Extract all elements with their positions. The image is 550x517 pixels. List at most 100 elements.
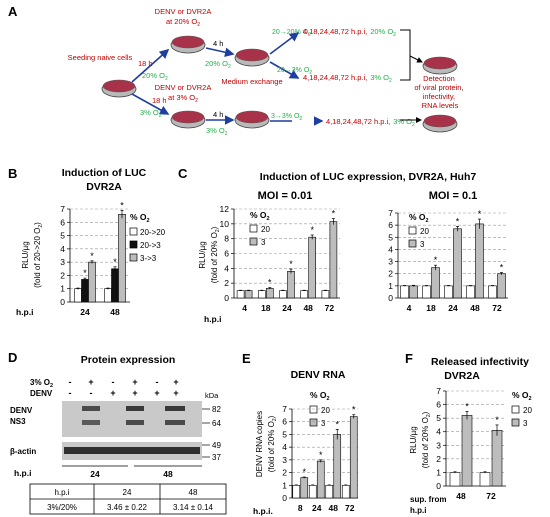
y-tick-label: 1 xyxy=(388,281,393,291)
panel-e-xlabel: h.p.i. xyxy=(253,506,273,516)
bar-3->3-24 xyxy=(88,261,96,303)
bar-20-72 xyxy=(321,290,330,299)
panel-c-letter: C xyxy=(178,166,188,181)
y-tick-label: 5 xyxy=(388,232,393,242)
significance-star: * xyxy=(83,268,87,278)
bar-3-48 xyxy=(333,434,342,499)
y-tick-label: 2 xyxy=(282,468,287,478)
sign-6: + xyxy=(173,388,178,398)
table-header-hpi: h.p.i xyxy=(54,488,69,497)
panel-b-legend-title: % O2 xyxy=(130,212,150,224)
timeline-20-20: 4,18,24,48,72 h.p.i, 20% O2 xyxy=(303,27,396,38)
legend-swatch-c1-20 xyxy=(249,224,258,233)
quant-table: h.p.i 24 48 3%/20% 3.46 ± 0.22 3.14 ± 0.… xyxy=(29,483,227,515)
dish-infect-3 xyxy=(170,110,206,129)
bar-3-48 xyxy=(461,415,473,487)
panel-b-xlabel: h.p.i xyxy=(16,307,33,317)
mw-64: 64 xyxy=(212,419,221,428)
bar-3-4 xyxy=(409,285,418,299)
table-cell-48: 3.14 ± 0.14 xyxy=(173,503,214,512)
bar-3-72 xyxy=(349,416,358,499)
legend-swatch-c2-3 xyxy=(408,239,417,248)
panel-f-ylabel-1: RLU/µg xyxy=(409,426,418,453)
legend-label-c2-3: 3 xyxy=(420,240,425,249)
panel-b-legend: 20->20 20->3 3->3 xyxy=(129,227,166,263)
y-tick-label: 7 xyxy=(60,204,65,214)
detection-label: Detection of viral protein, infectivity,… xyxy=(414,74,465,110)
legend-swatch-e-20 xyxy=(309,405,318,414)
legend-label-20-20: 20->20 xyxy=(140,228,166,237)
bar-20-48 xyxy=(466,285,475,299)
sign-5: - xyxy=(156,377,159,387)
y-tick-label: 12 xyxy=(220,204,230,214)
band-ns3-82-lane4 xyxy=(126,406,144,411)
legend-label-3-3: 3->3 xyxy=(140,254,157,263)
significance-star: * xyxy=(434,255,438,265)
y-tick-label: 6 xyxy=(388,220,393,230)
panel-c-title: Induction of LUC expression, DVR2A, Huh7 xyxy=(260,171,477,183)
y-tick-label: 2 xyxy=(388,269,393,279)
y-tick-label: 0 xyxy=(60,297,65,307)
y-tick-label: 6 xyxy=(60,217,65,227)
o2-20-label-mid: 20% O2 xyxy=(205,59,231,70)
dish-detection-3 xyxy=(422,114,458,133)
significance-star: * xyxy=(268,278,272,288)
y-tick-label: 5 xyxy=(282,429,287,439)
significance-star: * xyxy=(465,401,469,411)
dish-infect-20 xyxy=(170,35,206,54)
x-tick-label: 24 xyxy=(282,303,292,313)
panel-e-legend: % O2 20 3 xyxy=(309,390,330,428)
bar-3-24 xyxy=(316,460,325,499)
y-tick-label: 3 xyxy=(60,257,65,267)
sign-4: + xyxy=(132,377,137,387)
x-tick-label: 48 xyxy=(329,503,339,513)
panel-b-title-2: DVR2A xyxy=(86,181,122,193)
legend-label-f-3: 3 xyxy=(523,419,528,428)
dish-exchange-20 xyxy=(234,48,270,67)
bar-20-18 xyxy=(257,290,266,299)
significance-star: * xyxy=(332,209,336,219)
band-actin xyxy=(64,447,200,454)
arrow-18h-20 xyxy=(131,48,170,83)
transition-3-3: 3→3% O2 xyxy=(271,113,302,122)
y-tick-label: 6 xyxy=(436,400,441,410)
y-tick-label: 7 xyxy=(282,404,287,414)
blot-ns3-label-1: DENV xyxy=(10,406,33,415)
x-tick-label: 18 xyxy=(426,303,436,313)
x-tick-label: 72 xyxy=(345,503,355,513)
panel-a: A Seeding xyxy=(8,4,465,137)
signs-row-o2: - + - + - + xyxy=(69,377,179,387)
y-tick-label: 1 xyxy=(282,480,287,490)
y-tick-label: 10 xyxy=(220,219,230,229)
blot-actin-label: β-actin xyxy=(10,447,36,456)
y-tick-label: 8 xyxy=(224,234,229,244)
significance-star: * xyxy=(310,225,314,235)
bar-20-18 xyxy=(422,285,431,299)
band-ns3-82-lane2 xyxy=(82,406,100,411)
y-tick-label: 0 xyxy=(282,493,287,503)
row-label-o2: 3% O2 xyxy=(30,378,53,389)
arrow-4h-20 xyxy=(205,47,235,57)
x-tick-label: 72 xyxy=(486,491,496,501)
arrow-20-20 xyxy=(269,32,300,55)
seeding-label: Seeding naive cells xyxy=(68,53,133,62)
table-cell-ratio: 3%/20% xyxy=(47,503,77,512)
panel-f-legend: % O2 20 3 xyxy=(511,390,532,428)
panel-f-title-1: Released infectivity xyxy=(431,356,529,368)
band-ns3-64-lane6 xyxy=(165,420,185,425)
infection-3-line1: DENV or DVR2A xyxy=(155,83,212,92)
panel-b: B Induction of LUC DVR2A RLU/µg (fold of… xyxy=(8,166,166,317)
panel-e-ylabel-2: (fold of 20% O2) xyxy=(267,415,278,472)
sign-1: - xyxy=(69,377,72,387)
y-tick-label: 5 xyxy=(60,231,65,241)
legend-swatch-20-20 xyxy=(129,227,138,236)
significance-star: * xyxy=(500,263,504,273)
blot-ns3-label-2: NS3 xyxy=(10,417,26,426)
bar-20-48 xyxy=(449,472,461,487)
x-tick-label: 48 xyxy=(470,303,480,313)
significance-star: * xyxy=(90,251,94,261)
y-tick-label: 6 xyxy=(224,249,229,259)
y-tick-label: 1 xyxy=(436,467,441,477)
dish-detection-20 xyxy=(422,56,458,75)
